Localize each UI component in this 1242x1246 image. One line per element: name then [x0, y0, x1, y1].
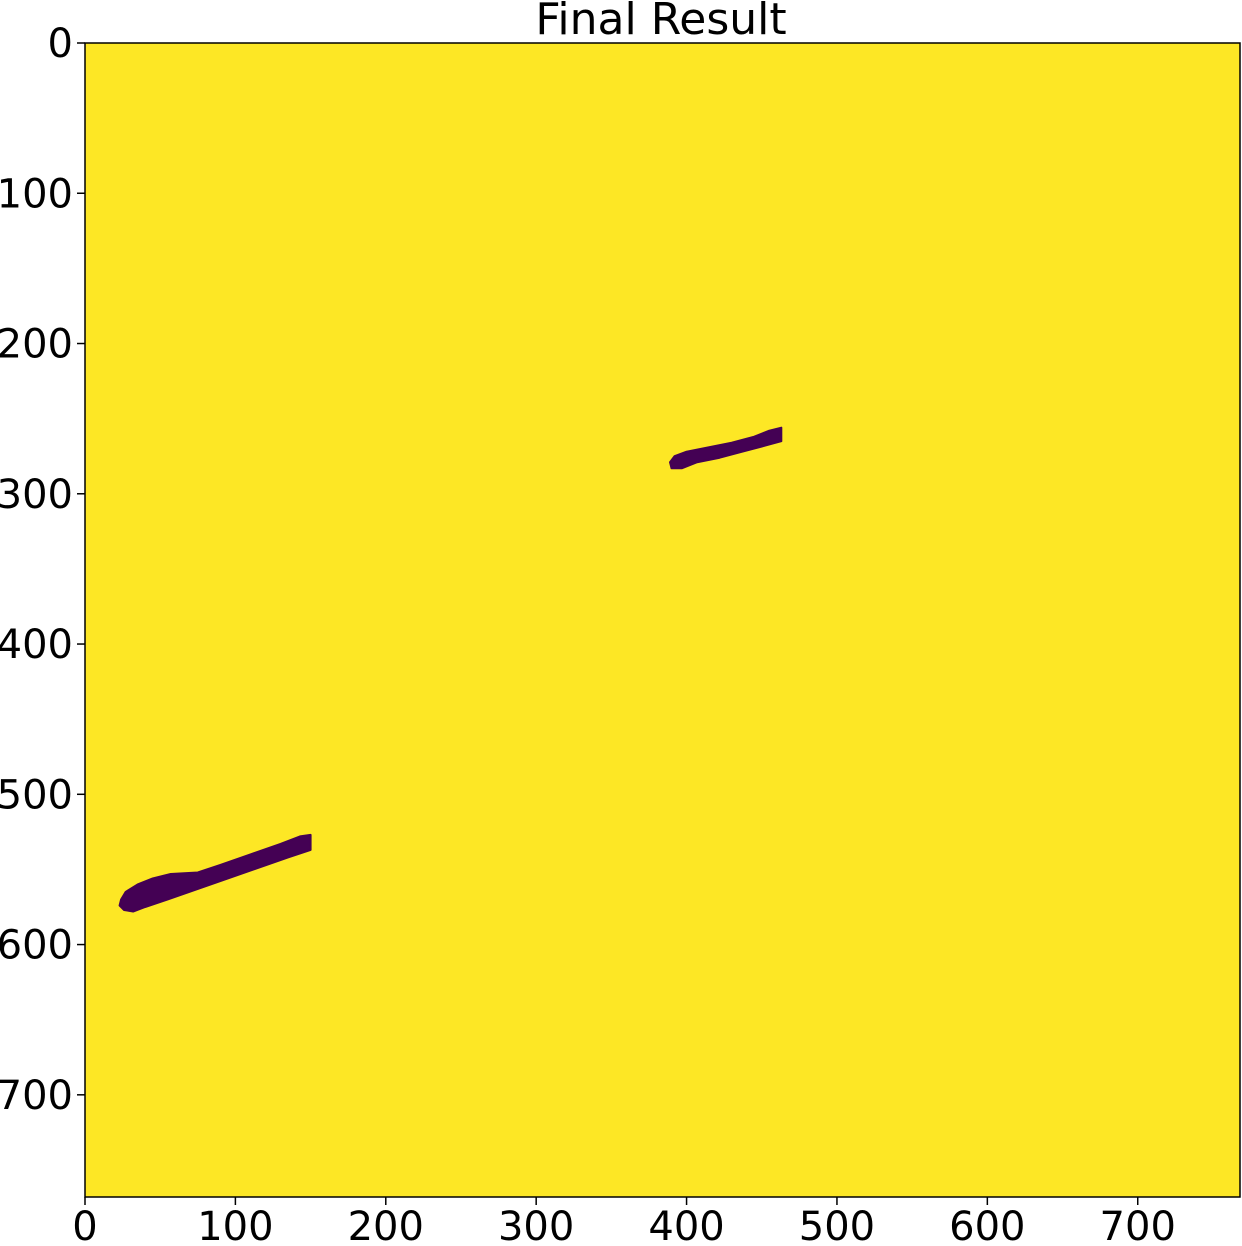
y-tick-label: 100 [0, 171, 73, 217]
chart-title: Final Result [535, 0, 786, 45]
x-tick-label: 300 [498, 1204, 574, 1246]
y-tick-label: 700 [0, 1073, 73, 1119]
x-tick-label: 500 [799, 1204, 875, 1246]
y-tick-label: 300 [0, 472, 73, 518]
heatmap-background [85, 43, 1240, 1197]
x-axis: 0 100 200 300 400 500 600 700 [72, 1197, 1176, 1246]
y-axis: 0 100 200 300 400 500 600 700 [0, 21, 85, 1119]
y-tick-label: 600 [0, 923, 73, 969]
heatmap-regions [118, 426, 783, 913]
x-tick-label: 400 [648, 1204, 724, 1246]
x-tick-label: 200 [348, 1204, 424, 1246]
x-tick-label: 700 [1100, 1204, 1176, 1246]
x-tick-label: 100 [197, 1204, 273, 1246]
y-tick-label: 400 [0, 622, 73, 668]
y-tick-label: 0 [48, 21, 73, 67]
x-tick-label: 600 [949, 1204, 1025, 1246]
y-tick-label: 200 [0, 322, 73, 368]
region-upper [669, 426, 783, 470]
plot-area [84, 42, 1241, 1198]
plot-frame [84, 42, 1241, 1198]
x-tick-label: 0 [72, 1204, 97, 1246]
region-lower [118, 833, 312, 913]
y-tick-label: 500 [0, 772, 73, 818]
